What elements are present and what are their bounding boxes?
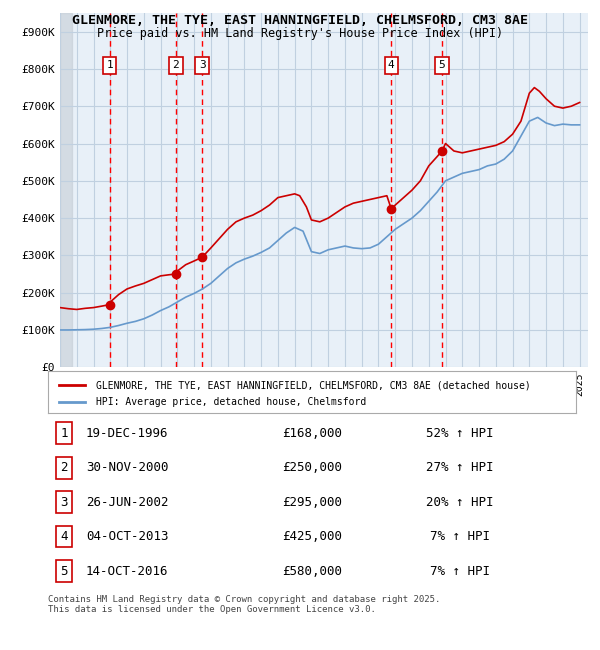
Text: 3: 3 (60, 495, 68, 508)
Text: 4: 4 (60, 530, 68, 543)
Bar (60, 13, 72, 367)
Text: 27% ↑ HPI: 27% ↑ HPI (426, 462, 494, 474)
Text: 2: 2 (173, 60, 179, 70)
Text: HPI: Average price, detached house, Chelmsford: HPI: Average price, detached house, Chel… (95, 397, 366, 407)
Text: £295,000: £295,000 (282, 495, 342, 508)
Text: Price paid vs. HM Land Registry's House Price Index (HPI): Price paid vs. HM Land Registry's House … (97, 27, 503, 40)
Text: 30-NOV-2000: 30-NOV-2000 (86, 462, 169, 474)
Text: GLENMORE, THE TYE, EAST HANNINGFIELD, CHELMSFORD, CM3 8AE: GLENMORE, THE TYE, EAST HANNINGFIELD, CH… (72, 14, 528, 27)
Text: 7% ↑ HPI: 7% ↑ HPI (430, 564, 490, 578)
Text: 26-JUN-2002: 26-JUN-2002 (86, 495, 169, 508)
Text: 1: 1 (60, 426, 68, 439)
Text: 7% ↑ HPI: 7% ↑ HPI (430, 530, 490, 543)
Text: £425,000: £425,000 (282, 530, 342, 543)
Text: 19-DEC-1996: 19-DEC-1996 (86, 426, 169, 439)
Text: £250,000: £250,000 (282, 462, 342, 474)
Text: 2: 2 (60, 462, 68, 474)
Text: 4: 4 (388, 60, 395, 70)
Text: 52% ↑ HPI: 52% ↑ HPI (426, 426, 494, 439)
Text: 14-OCT-2016: 14-OCT-2016 (86, 564, 169, 578)
Text: GLENMORE, THE TYE, EAST HANNINGFIELD, CHELMSFORD, CM3 8AE (detached house): GLENMORE, THE TYE, EAST HANNINGFIELD, CH… (95, 380, 530, 390)
Text: Contains HM Land Registry data © Crown copyright and database right 2025.
This d: Contains HM Land Registry data © Crown c… (48, 595, 440, 614)
Text: 3: 3 (199, 60, 206, 70)
Text: 1: 1 (106, 60, 113, 70)
Text: 5: 5 (60, 564, 68, 578)
Text: £580,000: £580,000 (282, 564, 342, 578)
Text: 20% ↑ HPI: 20% ↑ HPI (426, 495, 494, 508)
Text: 04-OCT-2013: 04-OCT-2013 (86, 530, 169, 543)
Text: £168,000: £168,000 (282, 426, 342, 439)
Text: 5: 5 (439, 60, 445, 70)
